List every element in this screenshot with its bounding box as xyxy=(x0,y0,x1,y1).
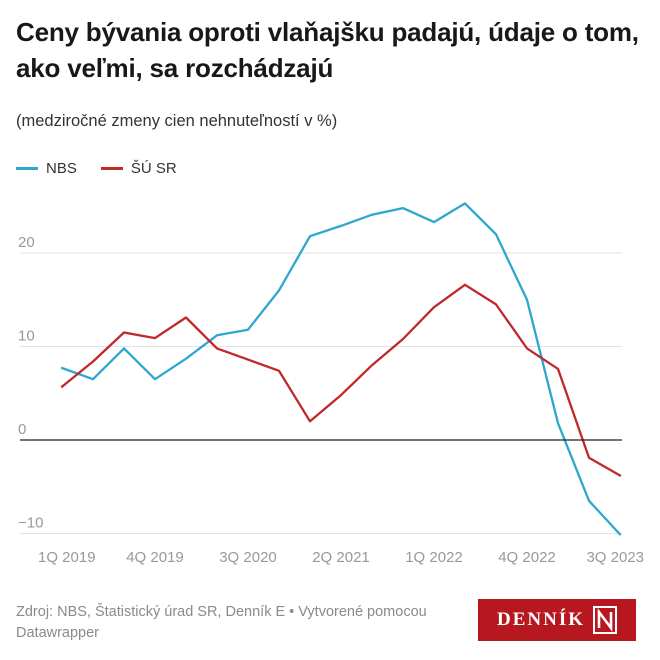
chart-title: Ceny bývania oproti vlaňajšku padajú, úd… xyxy=(16,17,639,83)
x-tick-label: 2Q 2021 xyxy=(312,549,370,566)
y-tick-label: −10 xyxy=(18,515,43,532)
x-tick-label: 4Q 2022 xyxy=(498,549,556,566)
y-tick-label: 0 xyxy=(18,421,26,438)
x-tick-label: 1Q 2022 xyxy=(405,549,463,566)
legend-swatch-susr xyxy=(100,167,123,170)
source-note: Zdroj: NBS, Štatistický úrad SR, Denník … xyxy=(16,604,427,641)
series-line-1 xyxy=(60,283,622,477)
x-tick-label: 3Q 2020 xyxy=(219,549,277,566)
legend-swatch-nbs xyxy=(16,167,38,170)
y-tick-label: 20 xyxy=(18,234,35,251)
legend-label-susr: ŠÚ SR xyxy=(130,160,177,177)
logo-n-icon xyxy=(593,606,617,634)
logo-text: DENNÍK xyxy=(496,609,585,630)
x-tick-label: 4Q 2019 xyxy=(126,549,184,566)
legend: NBS ŠÚ SR xyxy=(16,160,177,177)
legend-label-nbs: NBS xyxy=(46,160,77,177)
y-tick-label: 10 xyxy=(18,328,35,345)
x-tick-label: 1Q 2019 xyxy=(38,549,96,566)
x-tick-label: 3Q 2023 xyxy=(586,549,644,566)
series-line-0 xyxy=(60,202,622,536)
chart-subtitle: (medziročné zmeny cien nehnuteľností v %… xyxy=(16,112,338,130)
legend-item-nbs: NBS xyxy=(16,160,77,177)
legend-item-susr: ŠÚ SR xyxy=(100,160,177,177)
dennik-logo[interactable]: DENNÍK xyxy=(478,599,636,641)
